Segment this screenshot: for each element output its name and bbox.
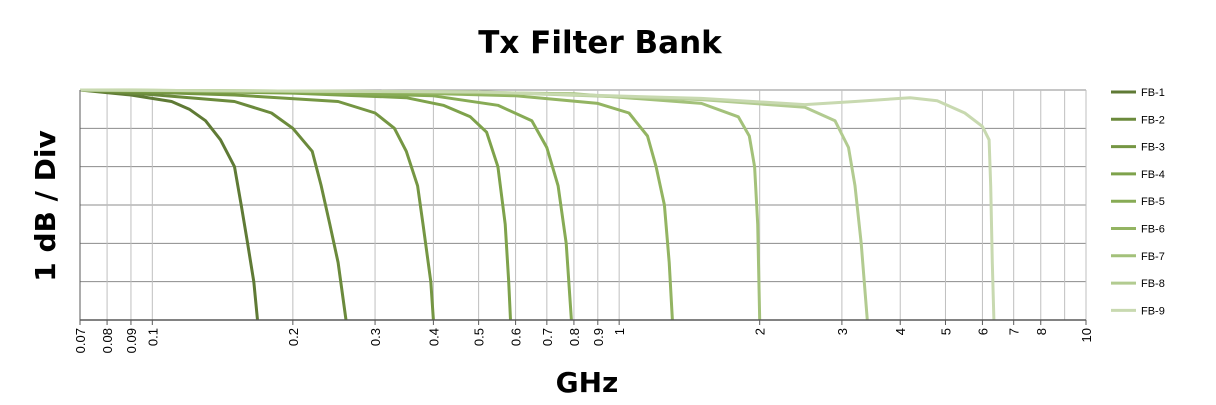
legend-label: FB-5 xyxy=(1141,196,1165,208)
x-axis-title: GHz xyxy=(556,366,619,399)
series-line-fb-2 xyxy=(79,88,348,321)
chart-title: Tx Filter Bank xyxy=(478,25,723,61)
x-tick-label: 5 xyxy=(939,328,954,335)
legend-label: FB-6 xyxy=(1141,224,1165,236)
x-tick-label: 8 xyxy=(1034,328,1049,335)
x-tick-labels: 0.07 0.08 0.09 0.1 0.2 0.3 0.4 0.5 0.6 0.7 0.8 0.9 1… xyxy=(73,328,1094,353)
x-tick-label: 1 xyxy=(612,328,627,335)
series-line-fb-3 xyxy=(79,88,435,321)
series-line-fb-5 xyxy=(79,88,573,321)
grid xyxy=(79,89,1087,321)
x-tick-label: 0.2 xyxy=(286,328,301,346)
x-tick-label: 2 xyxy=(753,328,768,335)
x-tick-label: 3 xyxy=(835,328,850,335)
x-tick-label: 0.08 xyxy=(100,328,115,353)
legend-label: FB-3 xyxy=(1141,142,1165,154)
legend-label: FB-1 xyxy=(1141,87,1165,99)
legend: FB-1 FB-2 FB-3 FB-4 FB-5 FB-6 FB-7 FB-8 FB-9 xyxy=(1111,87,1165,317)
legend-label: FB-8 xyxy=(1141,278,1165,290)
x-tick-label: 7 xyxy=(1007,328,1022,335)
x-tick-label: 10 xyxy=(1079,328,1094,342)
x-tick-label: 0.6 xyxy=(509,328,524,346)
series-line-fb-6 xyxy=(79,88,674,321)
x-tick-label: 0.3 xyxy=(368,328,383,346)
legend-label: FB-2 xyxy=(1141,114,1165,126)
x-tick-label: 0.8 xyxy=(567,328,582,346)
x-tick-label: 0.1 xyxy=(145,328,160,346)
x-tick-label: 0.09 xyxy=(124,328,139,353)
series-line-fb-4 xyxy=(79,88,512,321)
x-tick-label: 0.9 xyxy=(591,328,606,346)
series-line-fb-1 xyxy=(79,88,259,321)
series-line-fb-9 xyxy=(79,88,996,321)
legend-label: FB-9 xyxy=(1141,305,1165,317)
legend-label: FB-7 xyxy=(1141,251,1165,263)
x-tick-label: 0.7 xyxy=(540,328,555,346)
x-tick-label: 0.4 xyxy=(426,328,441,346)
x-tick-label: 6 xyxy=(975,328,990,335)
x-tick-label: 4 xyxy=(893,328,908,335)
x-tick-label: 0.5 xyxy=(472,328,487,346)
series-layer xyxy=(79,88,996,321)
y-axis-title: 1 dB / Div xyxy=(29,130,62,281)
axes xyxy=(79,90,1087,325)
legend-label: FB-4 xyxy=(1141,169,1165,181)
x-tick-label: 0.07 xyxy=(73,328,88,353)
